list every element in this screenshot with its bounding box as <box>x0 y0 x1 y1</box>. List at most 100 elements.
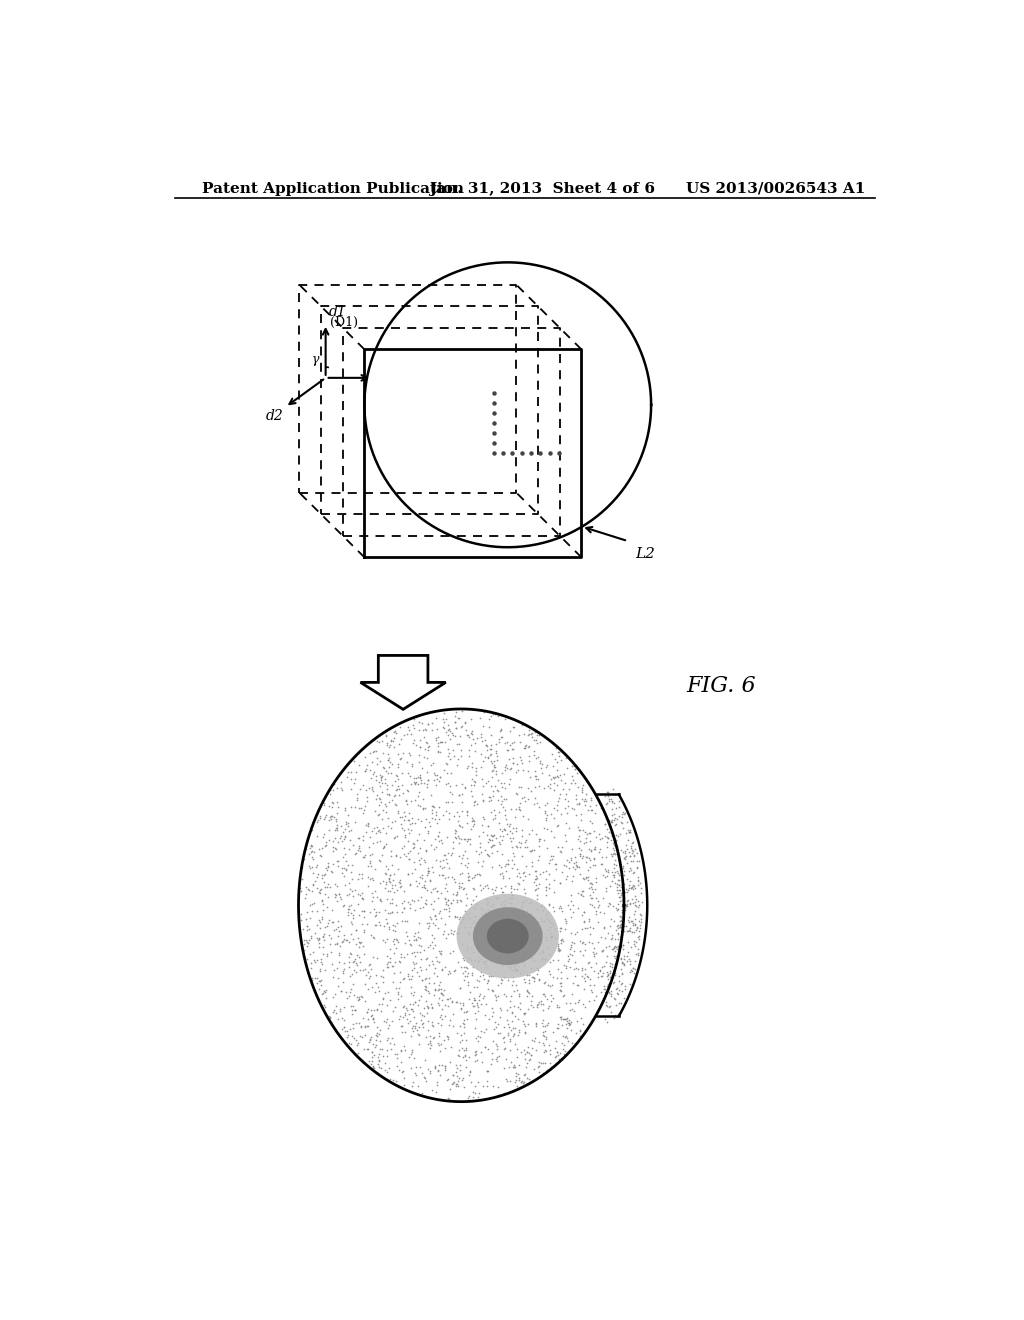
Point <box>511 863 527 884</box>
Point <box>342 878 358 899</box>
Point <box>540 1060 556 1081</box>
Point <box>418 977 434 998</box>
Point <box>549 1041 565 1063</box>
Point <box>469 1072 485 1093</box>
Point <box>424 924 440 945</box>
Point <box>624 840 640 861</box>
Point <box>393 729 410 750</box>
Point <box>563 884 580 906</box>
Point <box>328 810 344 832</box>
Point <box>414 713 430 734</box>
Point <box>575 902 592 923</box>
Point <box>325 899 341 920</box>
Point <box>485 781 502 803</box>
Point <box>402 774 419 795</box>
Point <box>365 780 381 801</box>
Point <box>514 1011 530 1032</box>
Point <box>549 816 565 837</box>
Point <box>386 1034 402 1055</box>
Point <box>511 986 527 1007</box>
Point <box>378 1011 394 1032</box>
Point <box>429 880 445 902</box>
Point <box>406 994 422 1015</box>
Point <box>387 826 403 847</box>
Point <box>504 850 520 871</box>
Point <box>629 842 645 863</box>
Point <box>310 838 327 859</box>
Point <box>634 891 650 912</box>
Point <box>574 965 591 986</box>
Point <box>411 912 427 933</box>
Point <box>345 960 361 981</box>
Point <box>613 913 630 935</box>
Point <box>463 781 479 803</box>
Point <box>462 1061 478 1082</box>
Point <box>529 994 546 1015</box>
Point <box>472 875 488 896</box>
Point <box>555 1034 571 1055</box>
Point <box>498 985 514 1006</box>
Point <box>481 965 498 986</box>
Point <box>440 898 457 919</box>
Point <box>601 936 617 957</box>
Point <box>536 911 552 932</box>
Point <box>558 1008 574 1030</box>
Point <box>312 808 329 829</box>
Point <box>376 758 392 779</box>
Point <box>520 948 537 969</box>
Point <box>340 816 356 837</box>
Point <box>593 797 609 818</box>
Point <box>439 890 456 911</box>
Point <box>556 1027 572 1048</box>
Point <box>446 705 463 726</box>
Point <box>312 880 329 902</box>
Point <box>480 816 497 837</box>
Point <box>623 953 639 974</box>
Point <box>312 970 329 991</box>
Point <box>348 953 365 974</box>
Point <box>582 857 598 878</box>
Point <box>297 887 313 908</box>
Point <box>509 1076 525 1097</box>
Point <box>574 880 591 902</box>
Point <box>461 923 477 944</box>
Point <box>483 895 500 916</box>
Point <box>561 777 578 799</box>
Point <box>506 904 522 925</box>
Point <box>321 924 337 945</box>
Point <box>457 828 473 849</box>
Point <box>603 908 620 929</box>
Point <box>402 994 419 1015</box>
Point <box>338 814 354 836</box>
Point <box>618 945 635 966</box>
Point <box>422 935 438 956</box>
Point <box>419 865 435 886</box>
Point <box>407 812 423 833</box>
Point <box>322 783 338 804</box>
Point <box>508 931 524 952</box>
Point <box>490 986 507 1007</box>
Point <box>427 1057 443 1078</box>
Point <box>625 878 641 899</box>
Point <box>390 981 407 1002</box>
Point <box>431 1035 447 1056</box>
Point <box>328 837 344 858</box>
Point <box>481 708 498 729</box>
Point <box>399 723 416 744</box>
Point <box>551 787 567 808</box>
Point <box>514 870 530 891</box>
Point <box>488 741 505 762</box>
Point <box>469 937 485 958</box>
Point <box>368 789 384 810</box>
Point <box>561 817 578 838</box>
Point <box>614 807 631 828</box>
Point <box>633 878 649 899</box>
Point <box>530 1061 547 1082</box>
Point <box>520 964 537 985</box>
Point <box>400 743 417 764</box>
Point <box>355 919 372 940</box>
Point <box>414 756 430 777</box>
Point <box>371 795 387 816</box>
Point <box>620 890 636 911</box>
Point <box>354 913 371 935</box>
